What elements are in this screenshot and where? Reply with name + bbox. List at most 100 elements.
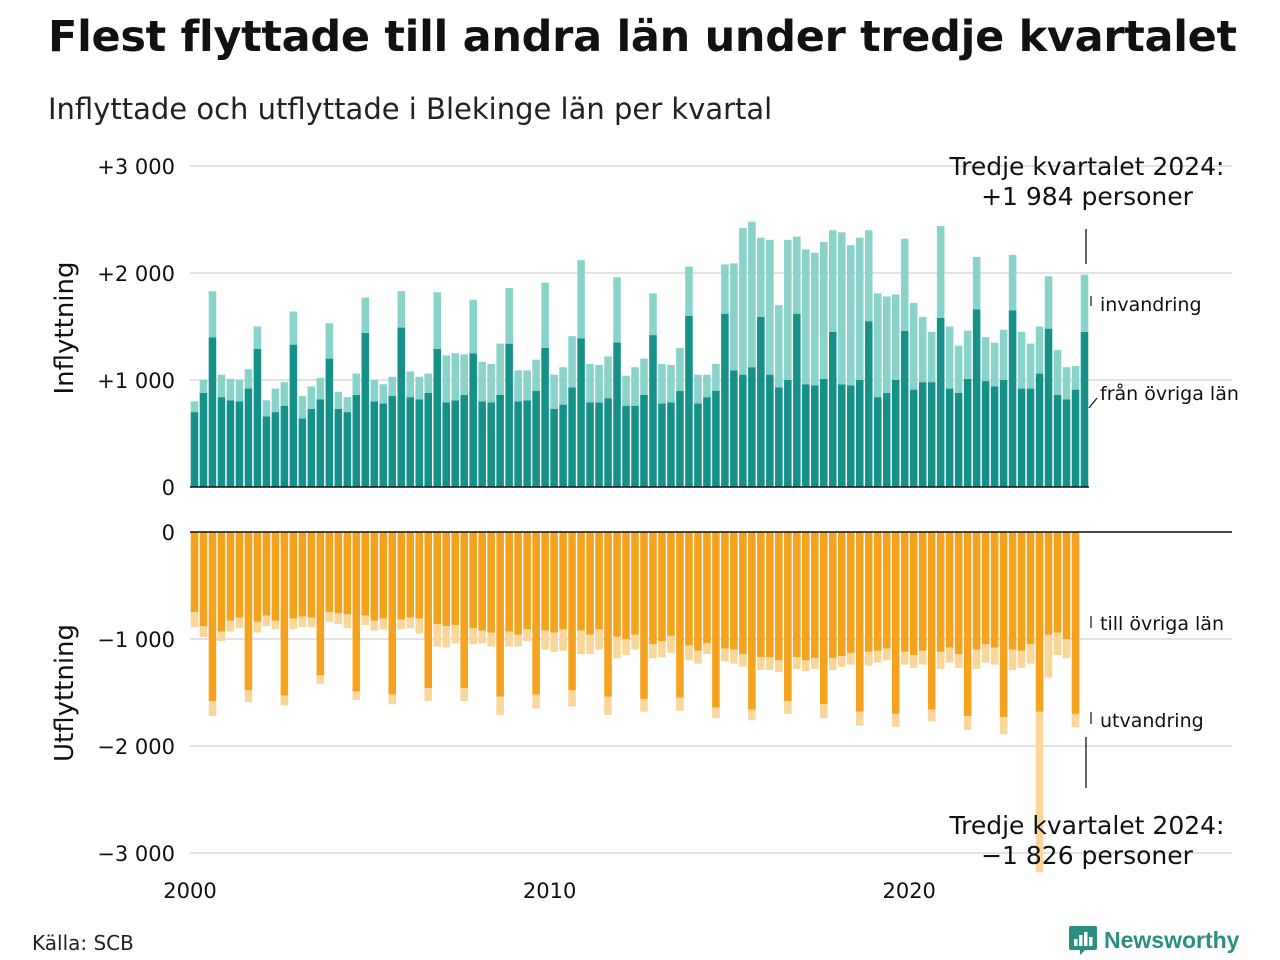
- bar-inflow-immigration: [927, 331, 936, 383]
- bar-inflow-immigration: [397, 291, 406, 328]
- bar-inflow-domestic: [837, 384, 846, 487]
- bar-outflow-domestic: [361, 532, 370, 616]
- bar-outflow-domestic: [190, 532, 199, 613]
- bar-outflow-domestic: [891, 532, 900, 714]
- bar-outflow-emigration: [739, 653, 747, 667]
- bar-outflow-emigration: [244, 690, 253, 703]
- bar-inflow-domestic: [649, 335, 657, 487]
- bar-inflow-immigration: [972, 256, 981, 310]
- bar-inflow-immigration: [325, 323, 334, 359]
- x-tick-label: 2020: [882, 879, 935, 903]
- bar-outflow-emigration: [397, 619, 406, 630]
- bar-inflow-domestic: [1053, 394, 1062, 487]
- bar-inflow-domestic: [739, 374, 747, 487]
- bar-outflow-domestic: [1035, 532, 1044, 712]
- bar-outflow-domestic: [280, 532, 289, 696]
- bar-inflow-domestic: [829, 331, 837, 487]
- source-note: Källa: SCB: [32, 931, 134, 955]
- bar-inflow-immigration: [1044, 276, 1053, 329]
- axes: [190, 229, 1232, 788]
- bar-inflow-immigration: [685, 266, 693, 316]
- bar-outflow-domestic: [981, 532, 990, 645]
- bar-inflow-immigration: [496, 343, 504, 395]
- bar-outflow-emigration: [343, 614, 352, 629]
- bar-outflow-emigration: [586, 634, 594, 654]
- bar-outflow-emigration: [487, 632, 495, 647]
- bar-outflow-emigration: [802, 660, 810, 672]
- bar-outflow-emigration: [954, 653, 963, 668]
- bar-outflow-emigration: [649, 644, 657, 659]
- bar-inflow-domestic: [945, 388, 954, 487]
- bar-outflow-domestic: [676, 532, 684, 698]
- bar-outflow-emigration: [1026, 644, 1035, 664]
- bars-top: [190, 221, 1089, 487]
- series-label-invandring: invandring: [1100, 294, 1202, 316]
- y-tick-label-bottom: −1 000: [97, 628, 175, 652]
- bar-outflow-emigration: [235, 617, 244, 629]
- bar-outflow-domestic: [873, 532, 882, 651]
- bar-inflow-immigration: [541, 282, 549, 348]
- bar-outflow-domestic: [793, 532, 801, 658]
- brand-logo[interactable]: Newsworthy: [1068, 924, 1239, 956]
- bar-inflow-domestic: [1062, 399, 1071, 487]
- bar-outflow-domestic: [469, 532, 477, 629]
- bar-outflow-domestic: [298, 532, 307, 617]
- bar-outflow-domestic: [235, 532, 244, 618]
- bar-outflow-domestic: [424, 532, 433, 689]
- annotation-top-line1: Tredje kvartalet 2024:: [949, 152, 1225, 181]
- bar-inflow-immigration: [1053, 350, 1062, 395]
- bar-inflow-domestic: [361, 332, 370, 487]
- bar-outflow-domestic: [918, 532, 927, 651]
- bar-inflow-domestic: [460, 394, 468, 487]
- bar-outflow-domestic: [568, 532, 576, 691]
- bar-inflow-domestic: [873, 397, 882, 487]
- bar-inflow-immigration: [658, 363, 666, 404]
- bar-inflow-domestic: [775, 387, 783, 487]
- bar-inflow-domestic: [891, 380, 900, 487]
- bar-inflow-domestic: [424, 392, 433, 487]
- bar-inflow-domestic: [595, 402, 603, 487]
- bar-inflow-domestic: [388, 396, 397, 487]
- bar-outflow-emigration: [846, 652, 855, 665]
- bar-outflow-domestic: [451, 532, 459, 626]
- bar-inflow-immigration: [550, 374, 558, 409]
- bar-inflow-immigration: [900, 238, 909, 331]
- bar-outflow-emigration: [667, 635, 675, 653]
- bar-outflow-emigration: [208, 701, 217, 717]
- bar-inflow-immigration: [424, 373, 433, 393]
- bar-outflow-emigration: [981, 644, 990, 663]
- bar-outflow-domestic: [784, 532, 792, 702]
- bar-outflow-domestic: [595, 532, 603, 630]
- bar-inflow-immigration: [595, 365, 603, 403]
- bar-outflow-emigration: [712, 707, 720, 719]
- bar-inflow-immigration: [406, 371, 415, 398]
- bar-outflow-emigration: [936, 651, 945, 669]
- bar-outflow-emigration: [829, 658, 837, 671]
- bar-outflow-emigration: [352, 691, 361, 700]
- bar-inflow-immigration: [280, 382, 289, 406]
- bar-outflow-emigration: [757, 657, 765, 671]
- bar-inflow-domestic: [541, 347, 549, 487]
- bar-inflow-domestic: [855, 380, 864, 487]
- bar-inflow-immigration: [999, 329, 1008, 380]
- bar-inflow-domestic: [343, 412, 352, 487]
- bar-outflow-domestic: [586, 532, 594, 635]
- bar-outflow-emigration: [433, 624, 442, 647]
- bar-inflow-immigration: [829, 230, 837, 332]
- bar-outflow-emigration: [568, 690, 576, 707]
- bar-inflow-immigration: [343, 397, 352, 413]
- bar-inflow-domestic: [703, 397, 711, 487]
- bar-outflow-domestic: [559, 532, 567, 630]
- bar-inflow-immigration: [631, 367, 639, 406]
- y-tick-label-top: +2 000: [97, 262, 175, 286]
- bar-inflow-domestic: [900, 330, 909, 487]
- bar-inflow-domestic: [262, 416, 271, 487]
- bar-inflow-domestic: [226, 400, 235, 487]
- bar-outflow-emigration: [1062, 639, 1071, 659]
- bar-outflow-emigration: [532, 694, 540, 709]
- bar-outflow-emigration: [1008, 649, 1017, 671]
- bar-outflow-domestic: [514, 532, 522, 635]
- series-label-fran-ovriga-lan: från övriga län: [1100, 382, 1239, 405]
- bar-inflow-immigration: [640, 358, 648, 395]
- bar-outflow-emigration: [280, 695, 289, 706]
